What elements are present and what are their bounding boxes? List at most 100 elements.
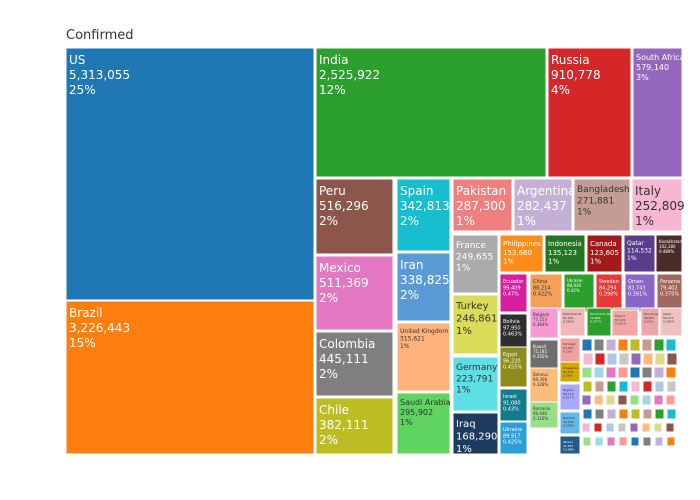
tile-minor-47[interactable] (666, 408, 677, 420)
tile-rect-bahrain-40[interactable] (559, 411, 581, 435)
tile-minor-45[interactable] (642, 408, 653, 420)
tile-rect-brazil-1[interactable] (65, 300, 315, 455)
tile-rect-indonesia-22[interactable] (544, 234, 586, 273)
tile-rect-us-0[interactable] (65, 47, 315, 301)
tile-minor-26[interactable] (606, 380, 617, 393)
tile-rect-turkey-18[interactable] (452, 294, 499, 355)
tile-rect-ecuador-26[interactable] (499, 273, 528, 313)
tile-minor-63[interactable] (666, 436, 676, 447)
tile-minor-13[interactable] (642, 352, 654, 366)
tile-minor-60[interactable] (630, 436, 640, 447)
tile-rect-iraq-20[interactable] (452, 412, 499, 455)
tile-minor-61[interactable] (642, 436, 652, 447)
tile-rect-russia-3[interactable] (547, 47, 632, 178)
tile-minor-6[interactable] (653, 338, 665, 352)
tile-minor-57[interactable] (594, 436, 604, 447)
tile-minor-36[interactable] (629, 394, 640, 406)
tile-minor-46[interactable] (654, 408, 665, 420)
tile-rect-ghana-41[interactable] (559, 435, 581, 455)
tile-minor-17[interactable] (593, 366, 605, 379)
tile-rect-south-africa-4[interactable] (632, 47, 683, 178)
tile-rect-iran-10[interactable] (396, 252, 451, 322)
tile-minor-5[interactable] (641, 338, 653, 352)
tile-minor-27[interactable] (618, 380, 629, 393)
tile-minor-37[interactable] (641, 394, 652, 406)
tile-rect-italy-16[interactable] (631, 178, 683, 232)
tile-rect-germany-19[interactable] (452, 356, 499, 412)
tile-minor-34[interactable] (605, 394, 616, 406)
tile-minor-41[interactable] (594, 408, 605, 420)
tile-minor-12[interactable] (630, 352, 642, 366)
tile-minor-22[interactable] (653, 366, 665, 379)
tile-rect-kazakhstan-25[interactable] (655, 234, 683, 273)
tile-minor-2[interactable] (605, 338, 617, 352)
tile-rect-france-17[interactable] (452, 234, 499, 294)
tile-rect-peru-5[interactable] (315, 178, 394, 255)
tile-rect-mexico-6[interactable] (315, 255, 394, 331)
tile-minor-40[interactable] (582, 408, 593, 420)
tile-minor-38[interactable] (653, 394, 664, 406)
tile-rect-japan-50[interactable] (659, 307, 683, 337)
tile-minor-48[interactable] (581, 422, 591, 433)
tile-rect-chile-8[interactable] (315, 397, 394, 455)
tile-rect-belgium-32[interactable] (529, 307, 559, 339)
tile-rect-bangladesh-15[interactable] (573, 178, 631, 232)
tile-minor-4[interactable] (629, 338, 641, 352)
tile-minor-15[interactable] (666, 352, 678, 366)
tile-minor-20[interactable] (629, 366, 641, 379)
tile-minor-9[interactable] (594, 352, 606, 366)
tile-minor-30[interactable] (654, 380, 665, 393)
tile-minor-29[interactable] (642, 380, 653, 393)
tile-rect-dominican-republic-46[interactable] (586, 307, 612, 337)
tile-minor-43[interactable] (618, 408, 629, 420)
tile-minor-0[interactable] (581, 338, 593, 352)
tile-rect-qatar-24[interactable] (623, 234, 656, 273)
tile-minor-7[interactable] (665, 338, 677, 352)
tile-minor-39[interactable] (665, 394, 676, 406)
tile-minor-10[interactable] (606, 352, 618, 366)
tile-rect-argentina-14[interactable] (513, 178, 573, 232)
tile-rect-egypt-35[interactable] (499, 346, 528, 388)
tile-minor-58[interactable] (606, 436, 616, 447)
tile-minor-16[interactable] (581, 366, 593, 379)
tile-rect-netherlands-45[interactable] (559, 307, 586, 337)
tile-minor-3[interactable] (617, 338, 629, 352)
tile-minor-19[interactable] (617, 366, 629, 379)
tile-minor-42[interactable] (606, 408, 617, 420)
tile-rect-singapore-44[interactable] (559, 361, 581, 383)
tile-rect-canada-23[interactable] (586, 234, 623, 273)
tile-minor-50[interactable] (605, 422, 615, 433)
tile-rect-united-kingdom-11[interactable] (396, 322, 451, 392)
